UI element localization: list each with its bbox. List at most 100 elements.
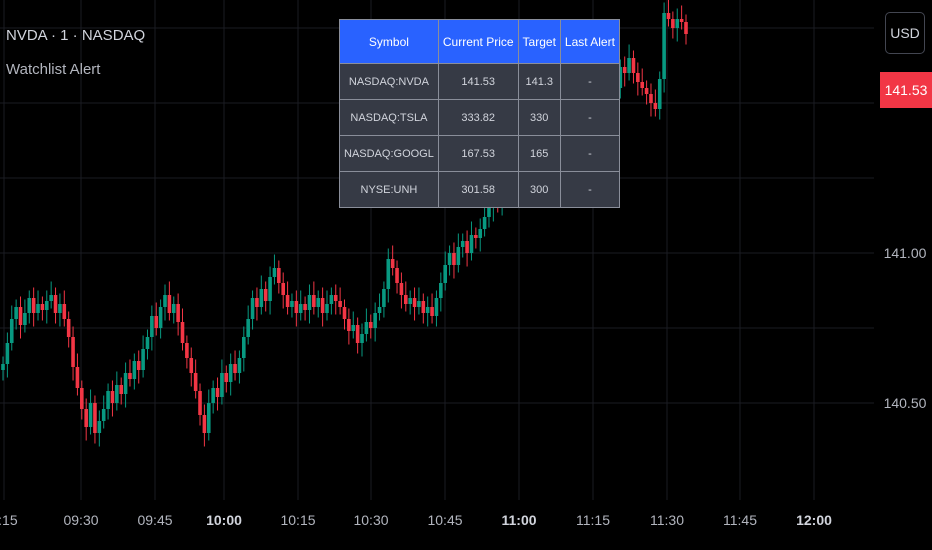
candle — [110, 380, 115, 417]
candle — [364, 308, 369, 342]
candle — [23, 299, 27, 333]
cell-symbol: NASDAQ:TSLA — [339, 99, 439, 136]
candle — [242, 326, 246, 372]
candle-body — [163, 295, 167, 307]
cell-current-price: 141.53 — [437, 63, 519, 100]
candle-body — [228, 364, 233, 382]
candle-body — [671, 19, 675, 28]
candle-body — [106, 391, 110, 409]
candle-body — [368, 322, 373, 328]
candle — [84, 398, 88, 441]
candle-body — [215, 388, 220, 397]
candle-body — [653, 103, 658, 109]
candle-body — [23, 313, 27, 325]
candle — [237, 350, 242, 384]
candle-body — [312, 295, 316, 307]
candle — [263, 281, 268, 312]
candle-body — [421, 301, 426, 313]
candle — [9, 305, 14, 351]
candle-body — [460, 241, 465, 247]
candle-body — [355, 325, 360, 343]
cell-last-alert: - — [559, 171, 620, 208]
candle — [325, 290, 329, 321]
candle — [373, 302, 377, 342]
candle — [474, 227, 478, 249]
candle — [662, 2, 666, 93]
candle — [27, 290, 32, 324]
candle-body — [386, 259, 391, 289]
candle-body — [58, 304, 62, 313]
candle-body — [246, 319, 250, 337]
candle — [636, 62, 640, 96]
candle — [666, 0, 671, 27]
candle-body — [482, 217, 487, 229]
candle — [228, 353, 233, 396]
candle — [347, 308, 351, 345]
candle-body — [290, 301, 294, 307]
candle-body — [154, 316, 159, 328]
candle-body — [150, 316, 154, 337]
candle — [49, 281, 53, 309]
candle-body — [272, 268, 277, 277]
candle — [80, 380, 84, 420]
candle — [66, 311, 71, 348]
cell-current-price: 333.82 — [437, 99, 519, 136]
candle — [443, 251, 447, 291]
candle — [255, 287, 259, 321]
candle-body — [627, 58, 631, 73]
candle-body — [233, 364, 237, 373]
cell-symbol: NASDAQ:NVDA — [339, 63, 439, 100]
candle — [355, 317, 360, 354]
candle-body — [185, 343, 189, 358]
candle — [233, 350, 237, 381]
candle — [246, 305, 250, 345]
candle — [44, 290, 49, 324]
candle — [150, 305, 154, 351]
candle-body — [18, 307, 23, 325]
candle — [36, 290, 40, 321]
candle — [211, 380, 215, 414]
time-axis-label: 09:30 — [63, 512, 99, 528]
currency-button[interactable]: USD — [885, 12, 925, 54]
candle-body — [206, 403, 211, 433]
cell-target: 300 — [517, 171, 561, 208]
cell-current-price: 167.53 — [437, 135, 519, 172]
indicator-legend[interactable]: Watchlist Alert — [6, 61, 101, 78]
candle-body — [456, 247, 461, 265]
candle — [115, 371, 119, 411]
candle — [460, 233, 465, 258]
time-axis-label: 12:00 — [796, 512, 832, 528]
symbol-legend[interactable]: NVDA · 1 · NASDAQ — [6, 27, 146, 44]
candle — [281, 272, 286, 309]
candle-body — [27, 298, 32, 313]
candle-body — [36, 304, 40, 313]
candle-body — [622, 67, 627, 73]
candle — [439, 272, 443, 312]
candle-body — [242, 337, 246, 358]
candle — [478, 218, 483, 252]
candle — [640, 68, 645, 96]
candle-body — [250, 298, 255, 319]
candle — [434, 290, 439, 327]
candle — [285, 281, 290, 315]
cell-target: 141.3 — [517, 63, 561, 100]
candle — [272, 254, 277, 285]
candle-body — [66, 319, 71, 337]
candle — [649, 83, 653, 117]
candle-body — [478, 229, 483, 238]
candle-body — [325, 304, 329, 313]
time-axis-label: 11:30 — [650, 512, 684, 528]
candle — [368, 314, 373, 339]
candle — [18, 296, 23, 339]
candle — [307, 284, 312, 324]
candle-body — [198, 391, 202, 415]
candle — [193, 359, 198, 399]
candle-body — [263, 289, 268, 301]
candle — [622, 56, 627, 87]
candle — [128, 359, 132, 387]
candle — [644, 80, 649, 105]
table-row: NASDAQ:NVDA 141.53 141.3 - — [339, 63, 620, 100]
table-row: NYSE:UNH 301.58 300 - — [339, 171, 620, 208]
candle — [180, 308, 185, 351]
candle — [312, 281, 316, 315]
